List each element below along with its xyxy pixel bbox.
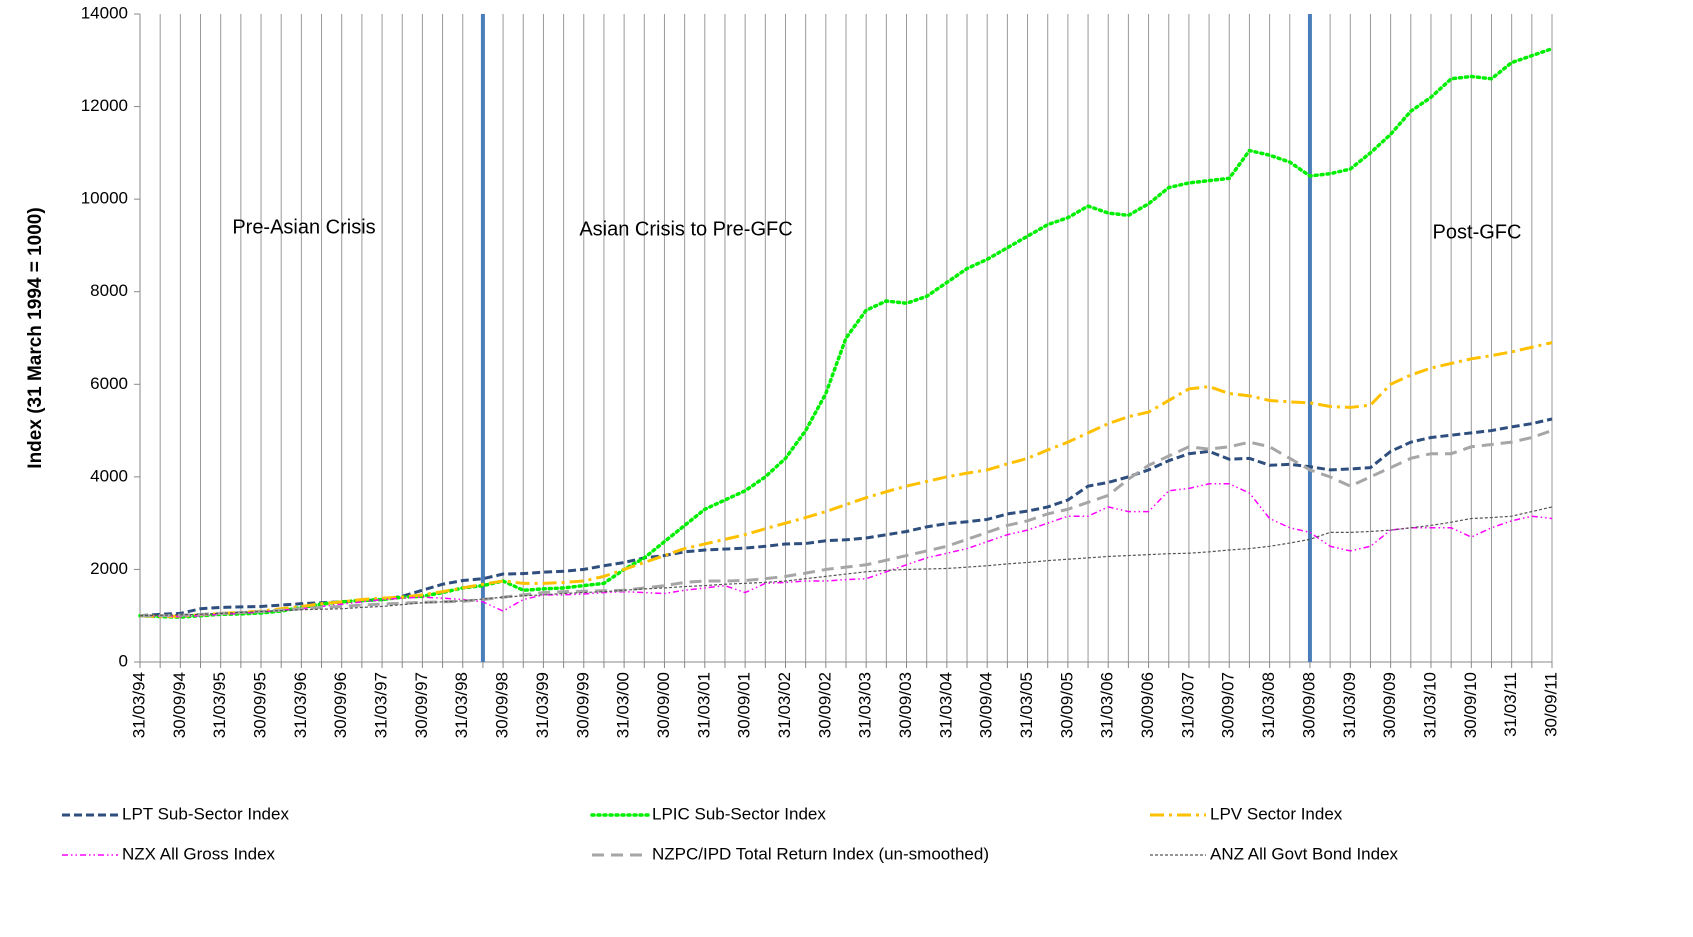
legend-label: LPIC Sub-Sector Index (652, 804, 826, 823)
series-line (139, 506, 1553, 617)
x-tick-label: 31/03/96 (291, 672, 310, 738)
series-line (139, 417, 1553, 618)
x-tick-label: 31/03/03 (856, 672, 875, 738)
x-tick-label: 30/09/97 (412, 672, 431, 738)
x-tick-label: 30/09/96 (331, 672, 350, 738)
annotation: Post-GFC (1433, 221, 1522, 243)
x-tick-label: 30/09/95 (251, 672, 270, 738)
x-tick-label: 30/09/02 (815, 672, 834, 738)
y-tick-label: 12000 (81, 96, 128, 115)
x-tick-label: 30/09/04 (977, 672, 996, 738)
x-tick-label: 30/09/01 (735, 672, 754, 738)
x-tick-label: 30/09/03 (896, 672, 915, 738)
x-tick-label: 30/09/98 (493, 672, 512, 738)
legend-label: ANZ All Govt Bond Index (1210, 844, 1399, 863)
x-tick-label: 31/03/98 (452, 672, 471, 738)
x-tick-label: 30/09/09 (1380, 672, 1399, 738)
x-tick-label: 31/03/04 (936, 672, 955, 738)
x-tick-label: 30/09/99 (573, 672, 592, 738)
legend-label: LPV Sector Index (1210, 804, 1343, 823)
x-tick-label: 31/03/97 (372, 672, 391, 738)
x-tick-label: 31/03/95 (210, 672, 229, 738)
x-tick-label: 30/09/11 (1541, 672, 1560, 737)
y-tick-label: 14000 (81, 3, 128, 22)
annotation: Asian Crisis to Pre-GFC (579, 218, 792, 240)
x-tick-label: 31/03/07 (1178, 672, 1197, 738)
x-tick-label: 30/09/94 (170, 672, 189, 738)
y-tick-label: 8000 (90, 281, 128, 300)
x-tick-label: 31/03/05 (1017, 672, 1036, 738)
x-tick-label: 30/09/08 (1299, 672, 1318, 738)
x-tick-label: 30/09/07 (1219, 672, 1238, 738)
x-tick-label: 31/03/10 (1420, 672, 1439, 738)
y-axis-label: Index (31 March 1994 = 1000) (25, 207, 46, 468)
series-line (139, 341, 1553, 619)
legend-label: NZPC/IPD Total Return Index (un-smoothed… (652, 844, 989, 863)
x-tick-label: 30/09/00 (654, 672, 673, 738)
x-tick-label: 31/03/08 (1259, 672, 1278, 738)
x-tick-label: 31/03/94 (129, 672, 148, 738)
legend-label: NZX All Gross Index (122, 844, 276, 863)
x-tick-label: 31/03/11 (1501, 672, 1520, 737)
y-tick-label: 4000 (90, 466, 128, 485)
series-line (140, 429, 1553, 618)
x-tick-label: 31/03/01 (694, 672, 713, 738)
legend-label: LPT Sub-Sector Index (122, 804, 289, 823)
x-tick-label: 31/03/09 (1340, 672, 1359, 738)
x-tick-label: 31/03/02 (775, 672, 794, 738)
y-tick-label: 2000 (90, 559, 128, 578)
x-tick-label: 30/09/05 (1057, 672, 1076, 738)
x-tick-label: 30/09/06 (1138, 672, 1157, 738)
x-tick-label: 31/03/06 (1098, 672, 1117, 738)
x-tick-label: 30/09/10 (1461, 672, 1480, 738)
annotation: Pre-Asian Crisis (232, 216, 375, 238)
x-tick-label: 31/03/99 (533, 672, 552, 738)
y-tick-label: 10000 (81, 189, 128, 208)
x-tick-label: 31/03/00 (614, 672, 633, 738)
y-tick-label: 0 (119, 651, 128, 670)
y-tick-label: 6000 (90, 374, 128, 393)
